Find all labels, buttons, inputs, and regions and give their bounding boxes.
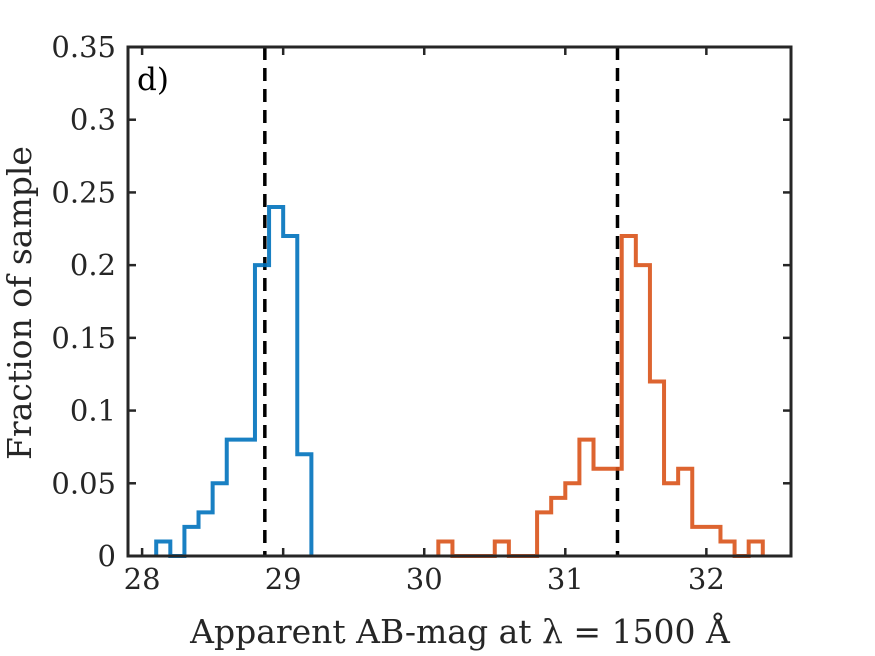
x-tick-label: 29	[265, 562, 302, 596]
y-tick-label: 0.35	[51, 30, 116, 64]
y-tick-label: 0.1	[70, 394, 116, 428]
x-axis-title: Apparent AB-mag at λ = 1500 Å	[189, 611, 731, 651]
histogram-orange	[436, 234, 765, 558]
y-tick-label: 0.2	[70, 248, 116, 282]
x-tick-label: 28	[124, 562, 161, 596]
x-tick-label: 32	[688, 562, 725, 596]
y-tick-label: 0.05	[51, 466, 116, 500]
y-tick-label: 0	[98, 539, 116, 573]
reference-lines	[263, 47, 620, 556]
histogram-blue	[154, 204, 314, 558]
plot-frame	[126, 45, 793, 558]
x-tick-label: 30	[406, 562, 443, 596]
histogram-series	[154, 204, 765, 558]
y-tick-labels: 0 0.05 0.1 0.15 0.2 0.25 0.3 0.35	[51, 30, 116, 573]
y-tick-label: 0.3	[70, 103, 116, 137]
x-tick-label: 31	[547, 562, 584, 596]
y-axis-title: Fraction of sample	[0, 146, 39, 460]
y-tick-label: 0.25	[51, 175, 116, 209]
y-tick-label: 0.15	[51, 321, 116, 355]
x-tick-labels: 28 29 30 31 32	[124, 562, 725, 596]
panel-label: d)	[137, 62, 169, 98]
